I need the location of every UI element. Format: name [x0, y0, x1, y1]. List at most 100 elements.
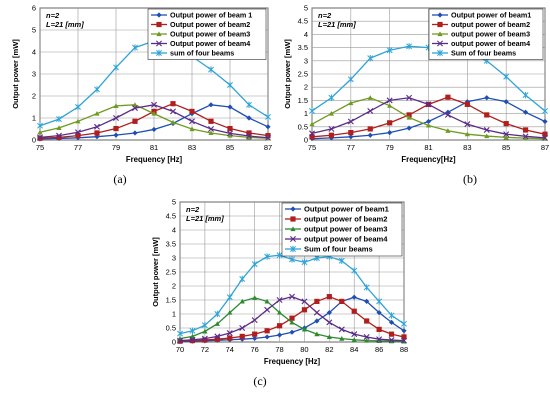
- x-tick-label: 87: [541, 143, 549, 152]
- data-point: [227, 310, 233, 315]
- data-point: [347, 76, 354, 83]
- data-point: [227, 104, 233, 110]
- y-tick-label: 1: [304, 109, 308, 118]
- data-point: [301, 298, 308, 305]
- data-point: [177, 337, 183, 344]
- data-point: [522, 133, 529, 140]
- annotation-text: n=2: [186, 205, 200, 214]
- data-point: [151, 101, 157, 108]
- data-point: [75, 129, 81, 136]
- data-point: [401, 334, 407, 340]
- data-point: [214, 310, 221, 318]
- legend-item: Output power of beam4: [151, 39, 250, 48]
- chart-b-svg: 75 77 79 81 83 85 87 0 0.5 1 1.5 2 2.5 3 3.5 4 4.5 5 Frequ…: [283, 4, 549, 165]
- data-point: [348, 100, 354, 106]
- caption-c: (c): [253, 374, 267, 388]
- legend-marker: [156, 49, 162, 57]
- legend-marker: [437, 40, 443, 47]
- data-point: [227, 81, 233, 89]
- legend-item: Output power of beam1: [432, 11, 531, 20]
- data-point: [252, 331, 258, 337]
- data-point: [246, 134, 252, 140]
- data-point: [94, 130, 100, 136]
- data-point: [189, 336, 196, 343]
- x-tick-label: 87: [264, 143, 272, 152]
- annotation-text: n=2: [318, 11, 332, 20]
- data-point: [37, 129, 43, 135]
- data-point: [401, 328, 407, 334]
- data-point: [542, 131, 548, 137]
- data-point: [445, 94, 451, 100]
- data-point: [37, 122, 43, 129]
- series-4: [177, 293, 407, 344]
- data-point: [113, 64, 119, 71]
- annotation-text: L=21 [mm]: [186, 214, 224, 223]
- y-tick-label: 2: [32, 92, 36, 101]
- y-tick-label: 0.5: [298, 122, 308, 131]
- y-tick-label: 0: [172, 338, 176, 347]
- x-tick-label: 70: [176, 345, 184, 354]
- data-point: [214, 336, 220, 342]
- legend-marker: [437, 12, 443, 18]
- y-axis-label: Output power [mW]: [283, 39, 292, 109]
- data-point: [367, 95, 373, 100]
- x-tick-label: 75: [36, 143, 44, 152]
- y-tick-label: 3.5: [166, 240, 176, 249]
- data-point: [425, 118, 432, 125]
- data-point: [464, 131, 470, 137]
- data-point: [401, 320, 407, 327]
- series-4: [309, 94, 548, 141]
- legend-box: [147, 8, 267, 60]
- data-point: [214, 333, 221, 340]
- chart-a-svg: 75 77 79 81 83 85 87 0 1 2 3 4 5 6 Frequency [Hz] Outpu…: [11, 4, 272, 165]
- data-point: [503, 131, 510, 138]
- data-point: [201, 335, 208, 342]
- data-point: [264, 298, 270, 304]
- data-point: [208, 102, 214, 108]
- legend-label: Output power of beam2: [170, 20, 250, 29]
- data-point: [364, 338, 370, 343]
- data-point: [289, 329, 295, 335]
- legend-label: output power of beam2: [451, 20, 530, 29]
- data-point: [132, 118, 138, 124]
- x-tick-label: 72: [201, 345, 209, 354]
- x-tick-label: 83: [463, 143, 471, 152]
- x-tick-label: 83: [188, 143, 196, 152]
- data-point: [367, 132, 373, 138]
- series-3: [37, 102, 271, 141]
- data-point: [208, 118, 214, 124]
- x-tick-label: 75: [308, 143, 316, 152]
- x-tick-label: 77: [347, 143, 355, 152]
- data-point: [503, 121, 509, 127]
- y-tick-label: 2: [304, 83, 308, 92]
- data-point: [376, 326, 382, 332]
- data-point: [264, 253, 271, 260]
- data-point: [264, 328, 270, 334]
- y-tick-label: 4: [172, 226, 176, 235]
- y-axis-label: Output power [mW]: [151, 237, 160, 307]
- y-tick-label: 2.5: [166, 268, 176, 277]
- data-point: [246, 130, 252, 136]
- data-point: [364, 318, 370, 324]
- x-axis-label: Frequency [Hz]: [126, 155, 183, 164]
- y-tick-label: 0: [32, 136, 36, 145]
- series-1: [309, 95, 548, 142]
- data-point: [252, 335, 258, 341]
- data-point: [522, 127, 529, 133]
- data-point: [239, 298, 245, 304]
- data-point: [376, 336, 383, 343]
- data-point: [189, 338, 196, 344]
- data-point: [328, 132, 335, 138]
- legend-marker: [290, 216, 296, 222]
- data-point: [113, 103, 119, 108]
- legend-marker: [290, 206, 296, 212]
- data-point: [309, 130, 315, 137]
- data-point: [75, 118, 81, 124]
- data-point: [406, 112, 412, 118]
- data-point: [314, 318, 320, 324]
- y-tick-label: 1.5: [298, 96, 308, 105]
- caption-b: (b): [463, 172, 477, 186]
- data-point: [170, 108, 176, 115]
- data-point: [56, 132, 62, 139]
